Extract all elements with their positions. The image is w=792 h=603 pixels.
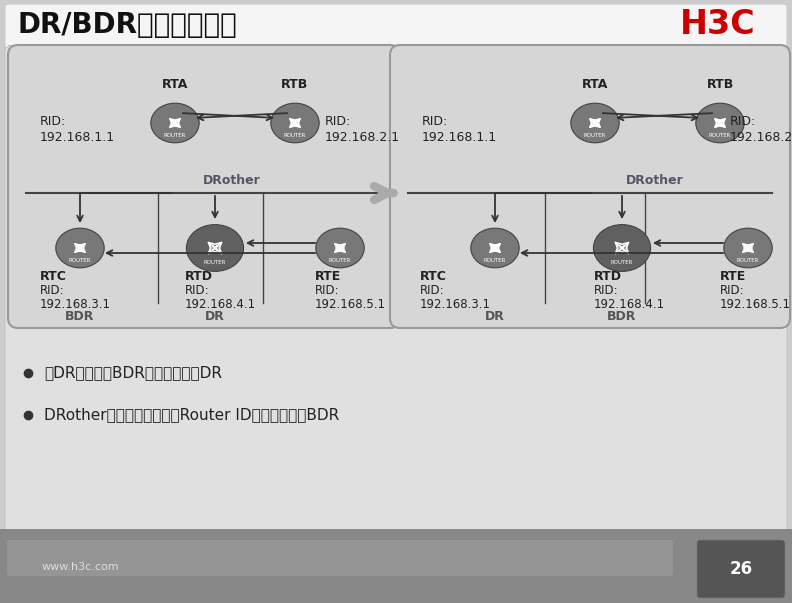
Text: ROUTER: ROUTER bbox=[484, 257, 506, 262]
Ellipse shape bbox=[186, 224, 244, 271]
Text: RID:: RID: bbox=[325, 115, 351, 128]
Ellipse shape bbox=[150, 103, 200, 143]
Ellipse shape bbox=[724, 228, 772, 268]
Text: DRother: DRother bbox=[203, 174, 261, 186]
Text: RID:: RID: bbox=[594, 284, 619, 297]
Text: ROUTER: ROUTER bbox=[164, 133, 186, 137]
Text: ROUTER: ROUTER bbox=[329, 257, 351, 262]
Text: RID:: RID: bbox=[730, 115, 756, 128]
Text: 192.168.5.1: 192.168.5.1 bbox=[720, 298, 791, 311]
Ellipse shape bbox=[696, 103, 744, 143]
Text: BDR: BDR bbox=[607, 310, 637, 323]
Text: RTA: RTA bbox=[162, 78, 188, 91]
Text: RID:: RID: bbox=[40, 115, 67, 128]
Text: 192.168.1.1: 192.168.1.1 bbox=[422, 131, 497, 144]
Text: 192.168.5.1: 192.168.5.1 bbox=[315, 298, 386, 311]
Text: ROUTER: ROUTER bbox=[204, 260, 227, 265]
Text: RTC: RTC bbox=[40, 270, 67, 283]
Ellipse shape bbox=[593, 224, 650, 271]
Text: 192.168.2.1: 192.168.2.1 bbox=[325, 131, 400, 144]
Text: 192.168.3.1: 192.168.3.1 bbox=[420, 298, 491, 311]
Text: 192.168.4.1: 192.168.4.1 bbox=[185, 298, 256, 311]
Text: 192.168.1.1: 192.168.1.1 bbox=[40, 131, 115, 144]
Text: 当DR失效时，BDR立刻成为新的DR: 当DR失效时，BDR立刻成为新的DR bbox=[44, 365, 222, 380]
Text: RID:: RID: bbox=[422, 115, 448, 128]
Text: RTC: RTC bbox=[420, 270, 447, 283]
Text: ROUTER: ROUTER bbox=[611, 260, 633, 265]
Text: BDR: BDR bbox=[65, 310, 95, 323]
Text: RTB: RTB bbox=[281, 78, 309, 91]
Text: RID:: RID: bbox=[720, 284, 744, 297]
Text: DR/BDR的选举示例二: DR/BDR的选举示例二 bbox=[18, 11, 238, 39]
Ellipse shape bbox=[271, 103, 319, 143]
Text: ROUTER: ROUTER bbox=[284, 133, 307, 137]
Text: RTB: RTB bbox=[706, 78, 733, 91]
Text: RID:: RID: bbox=[420, 284, 444, 297]
FancyBboxPatch shape bbox=[8, 45, 400, 328]
Text: RTA: RTA bbox=[582, 78, 608, 91]
Ellipse shape bbox=[571, 103, 619, 143]
Ellipse shape bbox=[55, 228, 105, 268]
Text: RID:: RID: bbox=[185, 284, 210, 297]
Text: 192.168.2.1: 192.168.2.1 bbox=[730, 131, 792, 144]
FancyBboxPatch shape bbox=[5, 47, 787, 531]
Text: RTD: RTD bbox=[594, 270, 622, 283]
Text: DR: DR bbox=[205, 310, 225, 323]
Text: www.h3c.com: www.h3c.com bbox=[41, 562, 119, 572]
FancyBboxPatch shape bbox=[0, 529, 792, 603]
Ellipse shape bbox=[316, 228, 364, 268]
FancyBboxPatch shape bbox=[5, 4, 787, 48]
Text: H3C: H3C bbox=[680, 8, 756, 42]
Text: 26: 26 bbox=[729, 560, 752, 578]
Text: RID:: RID: bbox=[40, 284, 65, 297]
Text: RTE: RTE bbox=[720, 270, 746, 283]
Text: 192.168.4.1: 192.168.4.1 bbox=[594, 298, 665, 311]
Text: DRother: DRother bbox=[626, 174, 683, 186]
Text: ROUTER: ROUTER bbox=[709, 133, 731, 137]
Text: RID:: RID: bbox=[315, 284, 340, 297]
Text: ROUTER: ROUTER bbox=[584, 133, 606, 137]
Text: 192.168.3.1: 192.168.3.1 bbox=[40, 298, 111, 311]
Ellipse shape bbox=[470, 228, 520, 268]
FancyBboxPatch shape bbox=[697, 540, 785, 598]
FancyBboxPatch shape bbox=[390, 45, 790, 328]
Text: ROUTER: ROUTER bbox=[737, 257, 760, 262]
Text: DRother路由器进行竞争，Router ID高的成为新的BDR: DRother路由器进行竞争，Router ID高的成为新的BDR bbox=[44, 408, 339, 423]
FancyBboxPatch shape bbox=[7, 540, 673, 576]
Text: RTE: RTE bbox=[315, 270, 341, 283]
Text: DR: DR bbox=[485, 310, 505, 323]
Text: RTD: RTD bbox=[185, 270, 213, 283]
Text: ROUTER: ROUTER bbox=[69, 257, 91, 262]
